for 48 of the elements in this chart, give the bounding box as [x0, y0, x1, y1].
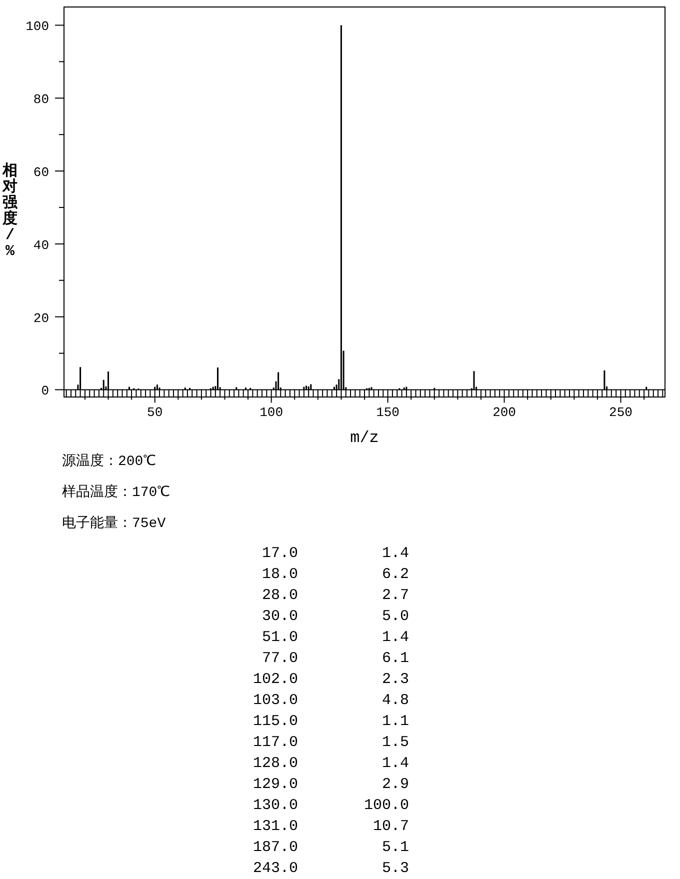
text: 6.2: [382, 566, 409, 583]
x-axis-title: m/z: [350, 429, 379, 447]
x-tick-label: 150: [376, 405, 400, 420]
text: 30.0: [262, 608, 298, 625]
y-tick-label: 0: [41, 384, 49, 399]
text: 1.4: [382, 629, 409, 646]
text: 2.3: [382, 671, 409, 688]
text: 243.0: [252, 860, 298, 877]
text: 77.0: [262, 650, 298, 667]
text: 6.1: [382, 650, 409, 667]
x-tick-label: 250: [609, 405, 632, 420]
text: 样品温度：170℃: [62, 484, 170, 501]
text: 1.4: [382, 755, 409, 772]
y-axis-title: 相对强度/%: [2, 162, 18, 260]
x-tick-label: 50: [147, 405, 163, 420]
text: 115.0: [252, 713, 298, 730]
text: 117.0: [252, 734, 298, 751]
text: 2.7: [382, 587, 409, 604]
y-tick-label: 20: [33, 310, 49, 326]
text: 102.0: [252, 671, 298, 688]
y-tick-label: 80: [33, 92, 49, 108]
text: 129.0: [252, 776, 298, 793]
y-tick-label: 100: [26, 19, 49, 34]
text: 5.1: [382, 839, 409, 856]
y-tick-label: 60: [33, 165, 49, 180]
text: 1.4: [382, 545, 409, 562]
text: 187.0: [252, 839, 298, 856]
text: 18.0: [262, 566, 298, 583]
text: 128.0: [252, 755, 298, 772]
y-tick-label: 40: [33, 238, 49, 253]
text: 131.0: [252, 818, 298, 835]
x-tick-label: 100: [260, 405, 284, 420]
text: 源温度：200℃: [62, 453, 156, 470]
text: 130.0: [252, 797, 298, 814]
text: 1.5: [382, 734, 409, 751]
text: 1.1: [382, 713, 409, 730]
text: 10.7: [372, 818, 409, 835]
text: 5.0: [382, 608, 409, 625]
text: 28.0: [262, 587, 298, 604]
text: 17.0: [262, 545, 298, 562]
text: 4.8: [382, 692, 409, 709]
text: 电子能量：75eV: [62, 515, 166, 532]
x-tick-label: 200: [492, 405, 516, 420]
text: 2.9: [382, 776, 409, 793]
text: 100.0: [364, 797, 409, 814]
text: 5.3: [382, 860, 409, 877]
text: 51.0: [262, 629, 298, 646]
text: 103.0: [252, 692, 298, 709]
